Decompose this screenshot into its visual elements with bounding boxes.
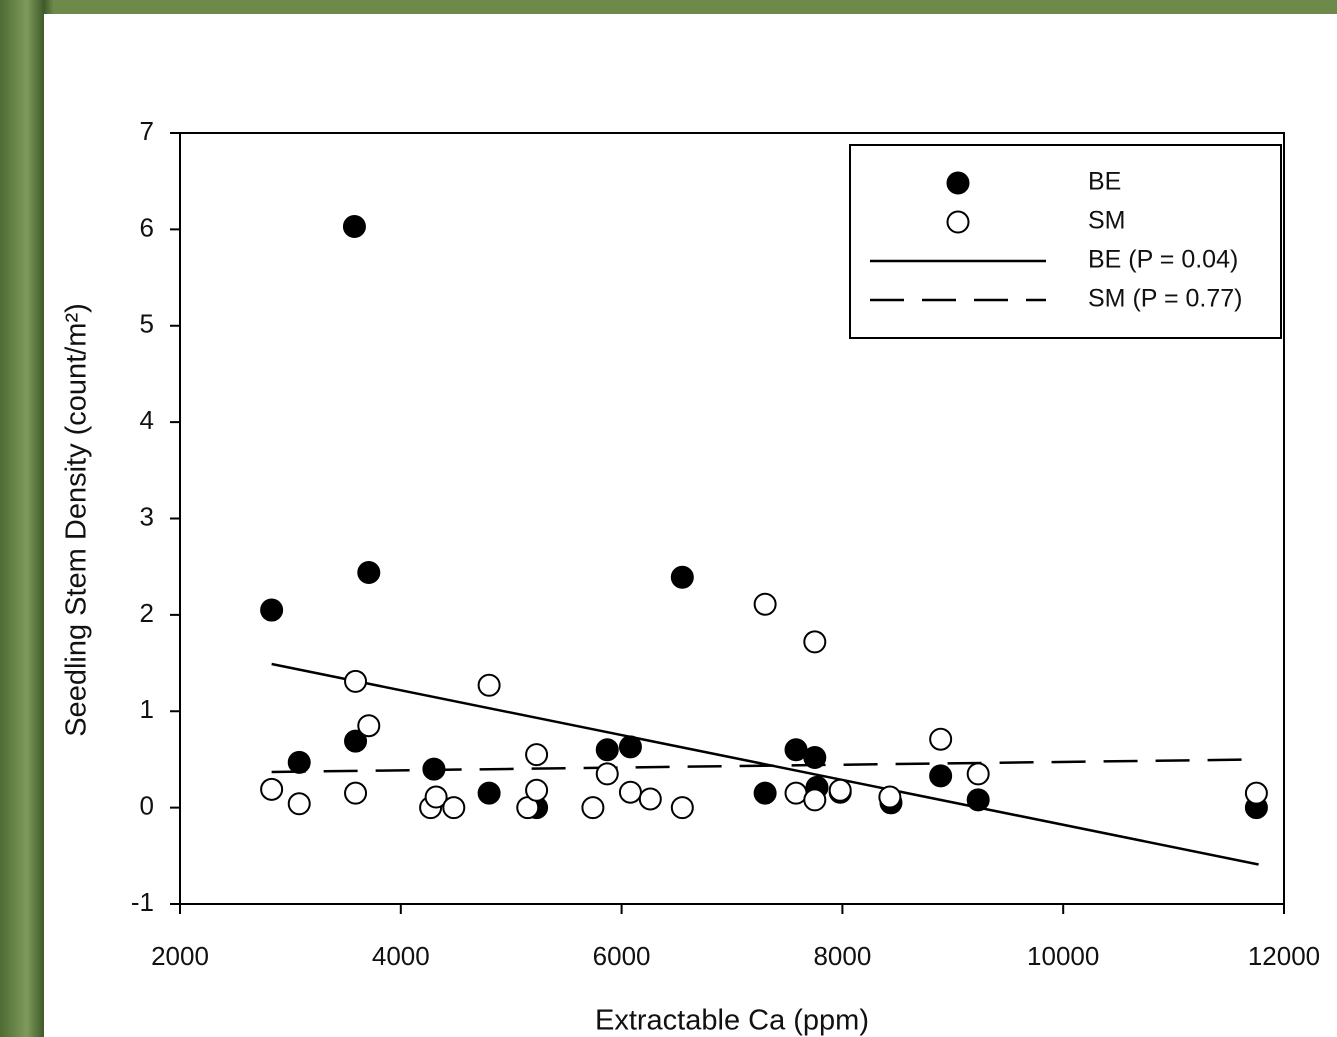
point xyxy=(753,781,777,805)
point xyxy=(753,592,777,616)
point xyxy=(424,785,448,809)
legend-box xyxy=(849,144,1282,339)
point xyxy=(1244,781,1268,805)
point xyxy=(442,796,466,820)
point xyxy=(929,764,953,788)
point xyxy=(929,727,953,751)
point xyxy=(287,792,311,816)
legend-label: BE xyxy=(1088,168,1121,196)
legend-label: BE (P = 0.04) xyxy=(1088,246,1238,274)
x-tick-label: 4000 xyxy=(372,941,430,971)
point xyxy=(581,796,605,820)
point xyxy=(260,598,284,622)
y-axis-label: Seedling Stem Density (count/m²) xyxy=(61,303,93,737)
point xyxy=(618,735,642,759)
point xyxy=(595,762,619,786)
point xyxy=(525,743,549,767)
point xyxy=(670,565,694,589)
point xyxy=(525,778,549,802)
point xyxy=(357,560,381,584)
x-tick-label: 8000 xyxy=(813,941,871,971)
x-tick-label: 6000 xyxy=(593,941,651,971)
point xyxy=(670,796,694,820)
legend-label: SM xyxy=(1088,207,1126,235)
point xyxy=(344,781,368,805)
x-tick-label: 12000 xyxy=(1248,941,1320,971)
y-tick-label: 6 xyxy=(140,212,154,242)
point xyxy=(357,714,381,738)
legend-marker xyxy=(946,210,970,234)
y-tick-label: 2 xyxy=(140,598,154,628)
point xyxy=(878,785,902,809)
point xyxy=(422,757,446,781)
point xyxy=(803,630,827,654)
point xyxy=(828,778,852,802)
point xyxy=(477,673,501,697)
point xyxy=(618,780,642,804)
point xyxy=(966,762,990,786)
y-tick-label: 5 xyxy=(140,309,154,339)
point xyxy=(477,781,501,805)
legend-marker xyxy=(946,171,970,195)
point xyxy=(803,746,827,770)
point xyxy=(803,788,827,812)
legend-label: SM (P = 0.77) xyxy=(1088,285,1242,313)
point xyxy=(260,777,284,801)
y-tick-label: 1 xyxy=(140,694,154,724)
x-axis-label: Extractable Ca (ppm) xyxy=(595,1005,869,1037)
point xyxy=(966,788,990,812)
point xyxy=(287,750,311,774)
point xyxy=(595,738,619,762)
trend-line xyxy=(271,662,1259,866)
point xyxy=(342,214,366,238)
y-tick-label: 3 xyxy=(140,501,154,531)
y-tick-label: 0 xyxy=(140,791,154,821)
x-tick-label: 2000 xyxy=(151,941,209,971)
y-tick-label: -1 xyxy=(131,887,154,917)
point xyxy=(638,787,662,811)
y-tick-label: 4 xyxy=(140,405,154,435)
y-tick-label: 7 xyxy=(140,116,154,146)
point xyxy=(344,669,368,693)
x-tick-label: 10000 xyxy=(1027,941,1099,971)
point xyxy=(344,729,368,753)
